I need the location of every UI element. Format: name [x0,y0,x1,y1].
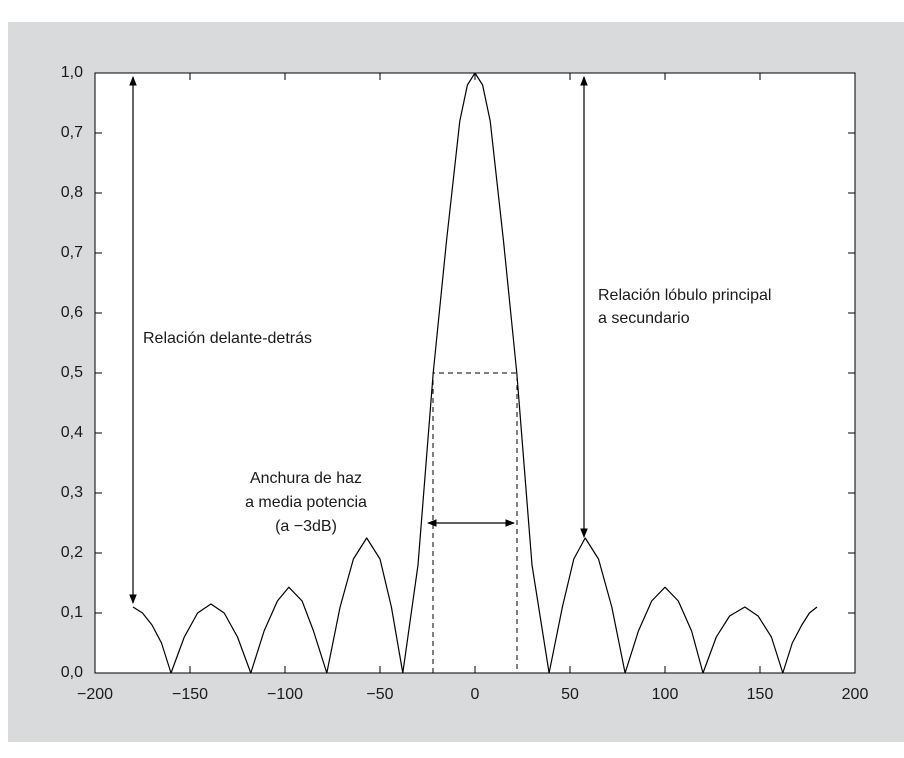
x-tick-label: −200 [77,686,113,703]
annotation: a media potencia [245,494,367,511]
y-tick-label: 0,6 [61,304,83,321]
y-tick-label: 1,0 [61,64,83,81]
y-tick-label: 0,7 [61,244,83,261]
x-tick-label: 150 [747,686,774,703]
y-tick-label: 0,4 [61,424,83,441]
y-tick-label: 0,2 [61,544,83,561]
x-tick-label: 200 [842,686,869,703]
annotation: Anchura de haz [250,470,362,487]
half-power-box [432,372,518,673]
annotation: (a −3dB) [275,518,337,535]
y-tick-label: 0,7 [61,124,83,141]
annotation: Relación lóbulo principal [598,287,771,304]
annotation: a secundario [598,310,690,327]
y-tick-label: 0,1 [61,604,83,621]
x-tick-label: 50 [561,686,579,703]
line [132,72,818,674]
y-tick-label: 0,5 [61,364,83,381]
x-tick-label: −100 [267,686,303,703]
annotation: Relación delante-detrás [143,330,312,347]
y-tick-label: 0,3 [61,484,83,501]
y-tick-label: 0,0 [61,664,83,681]
x-tick-label: 0 [471,686,480,703]
x-tick-label: −150 [172,686,208,703]
x-tick-label: 100 [652,686,679,703]
y-tick-label: 0,8 [61,184,83,201]
x-tick-label: −50 [366,686,393,703]
